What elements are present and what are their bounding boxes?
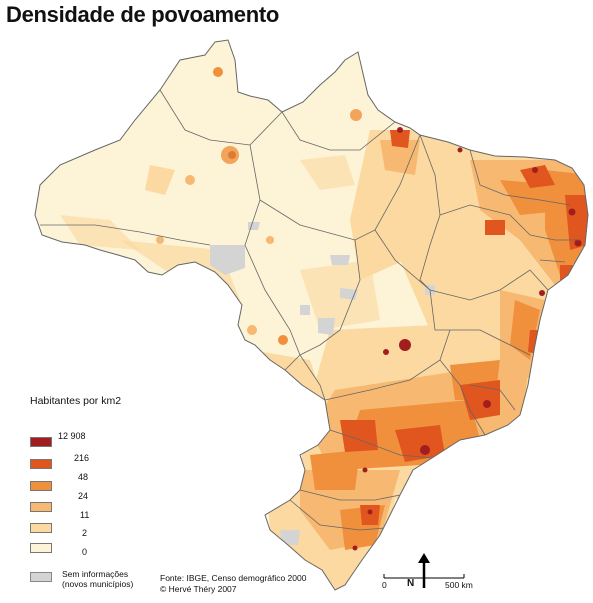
legend-no-info-swatch — [30, 572, 52, 582]
north-arrow-icon — [418, 553, 430, 588]
legend-title: Habitantes por km2 — [30, 395, 122, 407]
legend-bound-label: 2 — [82, 528, 88, 538]
scale-bar — [383, 574, 465, 579]
scale-end-label: 500 km — [445, 580, 473, 590]
legend-swatch — [30, 502, 52, 512]
legend-swatch — [30, 437, 52, 447]
legend-swatch — [30, 481, 52, 491]
legend-bound-label: 216 — [74, 453, 90, 463]
source-credit: Fonte: IBGE, Censo demográfico 2000 © He… — [160, 573, 306, 595]
legend-no-info-line1: Sem informações — [62, 569, 129, 579]
legend-no-info-label: Sem informações (novos municípios) — [62, 569, 133, 589]
north-label: N — [407, 578, 415, 589]
scale-start-label: 0 — [382, 580, 387, 590]
legend-no-info-line2: (novos municípios) — [62, 579, 134, 589]
map-title: Densidade de povoamento — [6, 2, 280, 27]
legend-bound-label: 12 908 — [58, 431, 86, 441]
legend-bound-label: 24 — [78, 491, 89, 501]
legend-bound-label: 48 — [78, 472, 89, 482]
legend-bound-label: 11 — [80, 510, 90, 520]
legend-swatch — [30, 543, 52, 553]
legend-swatch — [30, 459, 52, 469]
copyright-line: © Hervé Théry 2007 — [160, 584, 237, 594]
legend-bound-label: 0 — [82, 547, 88, 557]
source-line: Fonte: IBGE, Censo demográfico 2000 — [160, 573, 307, 583]
legend-swatch — [30, 523, 52, 533]
